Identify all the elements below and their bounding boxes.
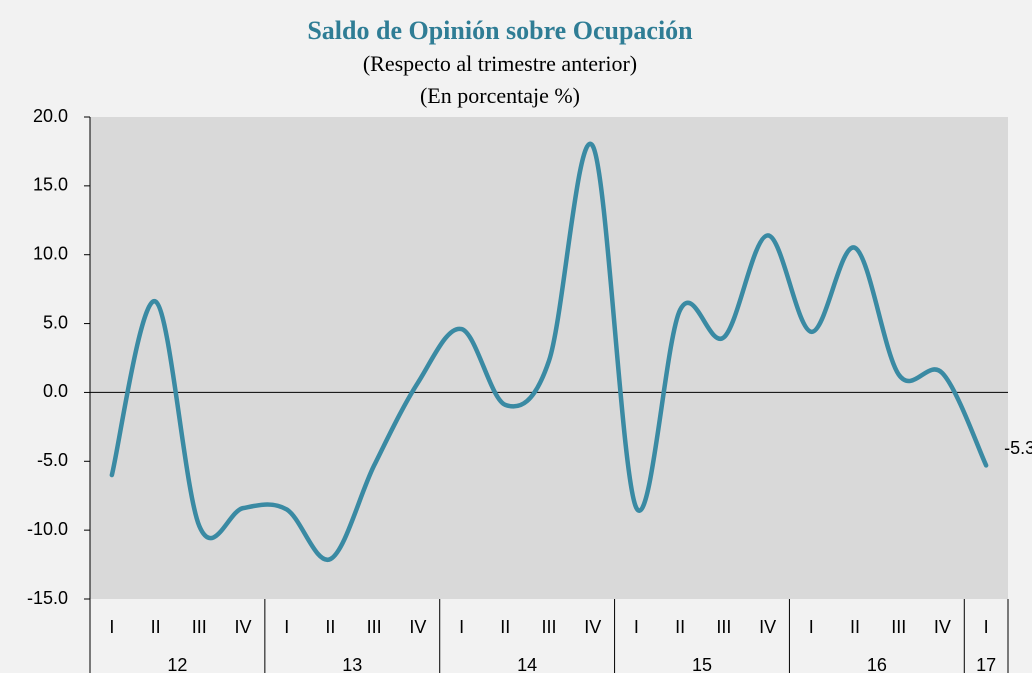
x-tick-label: IV (584, 617, 601, 637)
x-group-label: 16 (867, 655, 887, 673)
x-tick-label: I (109, 617, 114, 637)
x-group-label: 12 (167, 655, 187, 673)
x-tick-label: II (151, 617, 161, 637)
x-tick-label: I (634, 617, 639, 637)
chart-title: Saldo de Opinión sobre Ocupación (307, 16, 693, 45)
x-tick-label: III (716, 617, 731, 637)
y-tick-label: 15.0 (33, 175, 68, 195)
x-tick-label: III (541, 617, 556, 637)
x-tick-label: IV (234, 617, 251, 637)
y-tick-label: -10.0 (27, 519, 68, 539)
x-tick-label: I (984, 617, 989, 637)
x-group-label: 13 (342, 655, 362, 673)
x-tick-label: IV (409, 617, 426, 637)
data-label: -5.3 (1004, 438, 1032, 458)
x-tick-label: II (325, 617, 335, 637)
y-tick-label: 20.0 (33, 106, 68, 126)
x-group-label: 17 (976, 655, 996, 673)
x-tick-label: IV (759, 617, 776, 637)
x-group-label: 15 (692, 655, 712, 673)
subtitle: (Respecto al trimestre anterior) (363, 51, 637, 76)
x-tick-label: III (367, 617, 382, 637)
y-tick-label: 0.0 (43, 381, 68, 401)
x-group-label: 14 (517, 655, 537, 673)
line (109, 141, 989, 562)
x-tick-label: I (284, 617, 289, 637)
x-tick-label: II (850, 617, 860, 637)
x-tick-label: III (192, 617, 207, 637)
x-tick-label: III (891, 617, 906, 637)
x-tick-label: II (675, 617, 685, 637)
y-tick-label: 5.0 (43, 312, 68, 332)
subtitle: (En porcentaje %) (420, 83, 580, 108)
y-tick-label: 10.0 (33, 243, 68, 263)
y-tick-label: -15.0 (27, 588, 68, 608)
x-tick-label: II (500, 617, 510, 637)
x-tick-label: IV (934, 617, 951, 637)
y-tick-label: -5.0 (37, 450, 68, 470)
x-tick-label: I (809, 617, 814, 637)
x-tick-label: I (459, 617, 464, 637)
